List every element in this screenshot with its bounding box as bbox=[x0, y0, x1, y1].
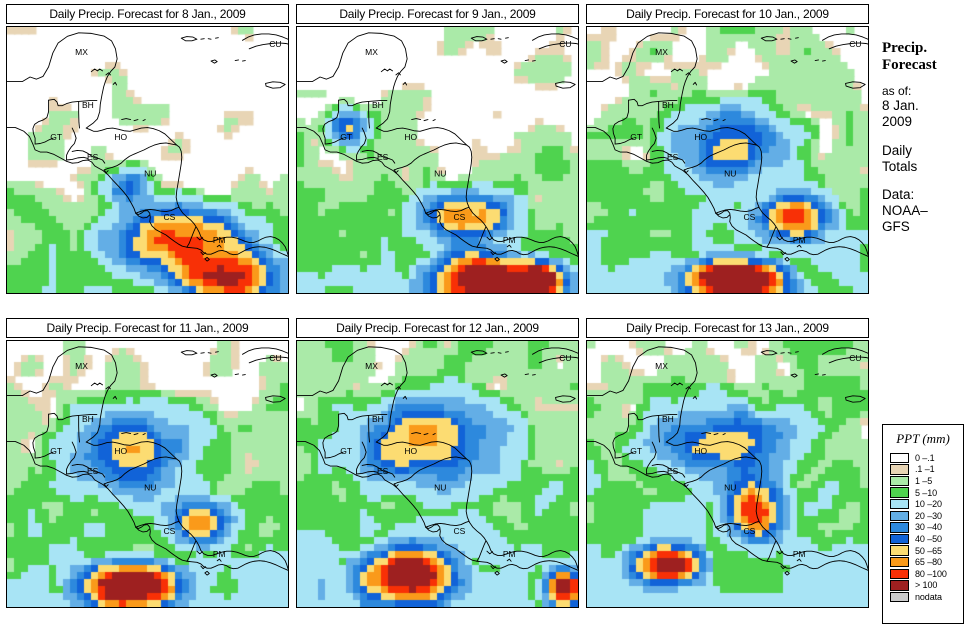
forecast-panel: Daily Precip. Forecast for 12 Jan., 2009… bbox=[296, 318, 579, 608]
legend-entry: 65 –80 bbox=[883, 556, 963, 568]
info-data-label: Data: bbox=[882, 187, 915, 203]
precip-map[interactable]: MX CU BH GT HO ES NU CS PM bbox=[6, 26, 289, 294]
legend-label: 30 –40 bbox=[915, 522, 942, 533]
forecast-panel: Daily Precip. Forecast for 8 Jan., 2009 … bbox=[6, 4, 289, 294]
info-data-line2: GFS bbox=[882, 219, 910, 235]
precip-raster bbox=[297, 27, 578, 293]
legend-swatch bbox=[890, 522, 909, 533]
legend-entry: > 100 bbox=[883, 580, 963, 592]
legend-entry: .1 –1 bbox=[883, 464, 963, 476]
legend-swatch bbox=[890, 464, 909, 475]
legend-entry: 50 –65 bbox=[883, 545, 963, 557]
legend-label: 40 –50 bbox=[915, 533, 942, 544]
forecast-panel: Daily Precip. Forecast for 9 Jan., 2009 … bbox=[296, 4, 579, 294]
panel-title: Daily Precip. Forecast for 12 Jan., 2009 bbox=[296, 318, 579, 338]
precip-map[interactable]: MX CU BH GT HO ES NU CS PM bbox=[586, 340, 869, 608]
info-as-of-line1: 8 Jan. bbox=[882, 97, 919, 113]
precip-map[interactable]: MX CU BH GT HO ES NU CS PM bbox=[296, 340, 579, 608]
legend-swatch bbox=[890, 591, 909, 603]
legend-label: nodata bbox=[915, 591, 942, 602]
precip-raster bbox=[7, 341, 288, 607]
legend-label: 65 –80 bbox=[915, 557, 942, 568]
panel-title: Daily Precip. Forecast for 8 Jan., 2009 bbox=[6, 4, 289, 24]
panel-title: Daily Precip. Forecast for 10 Jan., 2009 bbox=[586, 4, 869, 24]
info-as-of: as of: 8 Jan. 2009 bbox=[882, 84, 967, 130]
legend-swatch bbox=[890, 545, 909, 556]
legend-entry: 40 –50 bbox=[883, 533, 963, 545]
legend-label: 80 –100 bbox=[915, 568, 947, 579]
legend-label: 50 –65 bbox=[915, 545, 942, 556]
legend-label: 5 –10 bbox=[915, 487, 938, 498]
info-totals-line1: Daily bbox=[882, 142, 913, 158]
forecast-panel: Daily Precip. Forecast for 10 Jan., 2009… bbox=[586, 4, 869, 294]
precip-raster bbox=[297, 341, 578, 607]
precip-map[interactable]: MX CU BH GT HO ES NU CS PM bbox=[6, 340, 289, 608]
info-as-of-label: as of: bbox=[882, 83, 912, 98]
legend-swatch bbox=[890, 510, 909, 521]
info-column: Precip. Forecast as of: 8 Jan. 2009 Dail… bbox=[882, 40, 967, 248]
legend-entry: 0 –.1 bbox=[883, 452, 963, 464]
info-heading-line1: Precip. bbox=[882, 40, 928, 56]
info-data-line1: NOAA– bbox=[882, 203, 928, 219]
panel-title: Daily Precip. Forecast for 13 Jan., 2009 bbox=[586, 318, 869, 338]
legend-swatch bbox=[890, 487, 909, 498]
legend-swatch bbox=[890, 498, 909, 510]
legend-entry: 80 –100 bbox=[883, 568, 963, 580]
legend-swatch bbox=[890, 452, 909, 463]
precip-raster bbox=[7, 27, 288, 293]
legend-label: .1 –1 bbox=[915, 464, 935, 475]
info-data-source: Data: NOAA– GFS bbox=[882, 187, 967, 235]
legend-label: 0 –.1 bbox=[915, 452, 935, 463]
precip-map[interactable]: MX CU BH GT HO ES NU CS PM bbox=[296, 26, 579, 294]
legend-swatch bbox=[890, 475, 909, 487]
info-heading-line2: Forecast bbox=[882, 56, 937, 73]
info-totals: Daily Totals bbox=[882, 143, 967, 175]
legend: PPT (mm) 0 –.1.1 –1 1 –5 5 –10 10 –20 20 –30… bbox=[882, 424, 964, 624]
legend-entry: 1 –5 bbox=[883, 475, 963, 487]
legend-swatch bbox=[890, 568, 909, 579]
forecast-panel: Daily Precip. Forecast for 13 Jan., 2009… bbox=[586, 318, 869, 608]
legend-entry: 5 –10 bbox=[883, 487, 963, 499]
legend-label: > 100 bbox=[915, 580, 938, 591]
legend-title: PPT (mm) bbox=[896, 431, 950, 446]
info-totals-line2: Totals bbox=[882, 158, 918, 174]
precip-raster bbox=[587, 341, 868, 607]
legend-swatch bbox=[890, 556, 909, 568]
panel-title: Daily Precip. Forecast for 11 Jan., 2009 bbox=[6, 318, 289, 338]
legend-label: 1 –5 bbox=[915, 475, 933, 486]
legend-swatch bbox=[890, 580, 909, 591]
precip-raster bbox=[587, 27, 868, 293]
legend-entry: 30 –40 bbox=[883, 522, 963, 534]
panel-title: Daily Precip. Forecast for 9 Jan., 2009 bbox=[296, 4, 579, 24]
precip-map[interactable]: MX CU BH GT HO ES NU CS PM bbox=[586, 26, 869, 294]
legend-label: 20 –30 bbox=[915, 510, 942, 521]
legend-entry: 10 –20 bbox=[883, 498, 963, 510]
legend-label: 10 –20 bbox=[915, 499, 942, 510]
info-as-of-line2: 2009 bbox=[882, 113, 913, 129]
legend-entry: 20 –30 bbox=[883, 510, 963, 522]
legend-swatch bbox=[890, 533, 909, 545]
info-heading: Precip. Forecast bbox=[882, 40, 967, 74]
legend-rows: 0 –.1.1 –1 1 –5 5 –10 10 –20 20 –30 30 –40 40 … bbox=[883, 452, 963, 603]
forecast-panel: Daily Precip. Forecast for 11 Jan., 2009… bbox=[6, 318, 289, 608]
legend-entry: nodata bbox=[883, 591, 963, 603]
